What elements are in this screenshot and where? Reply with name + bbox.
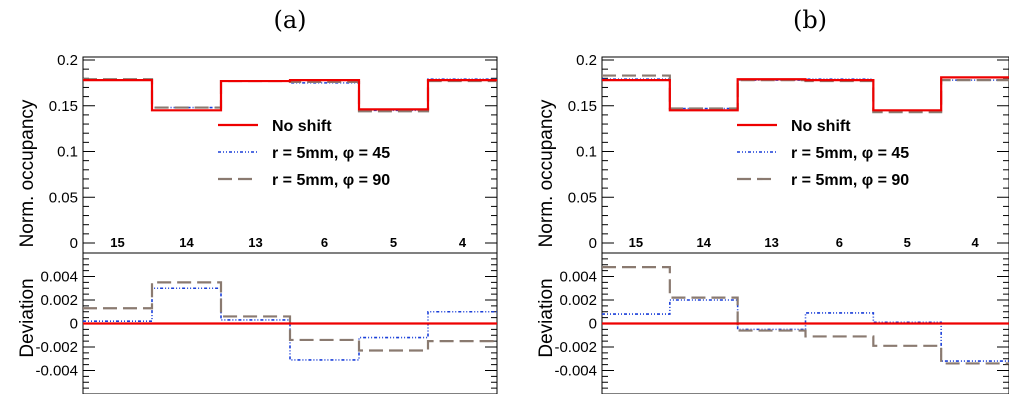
y-axis-title-upper: Norm. occupancy — [536, 99, 557, 247]
category-label: 5 — [390, 235, 397, 250]
y-tick-label-lower: 0.002 — [559, 292, 597, 309]
y-tick-label-lower: 0 — [589, 316, 597, 333]
y-tick-label-upper: 0 — [589, 235, 597, 252]
series-line-upper-phi45 — [602, 78, 1009, 112]
y-tick-label-upper: 0.15 — [49, 98, 78, 115]
series-line-upper-no-shift — [602, 76, 1009, 112]
series-line-upper-phi45 — [83, 78, 497, 112]
category-label: 13 — [764, 235, 778, 250]
y-tick-label-lower: -0.002 — [35, 339, 78, 356]
y-tick-label-lower: -0.002 — [554, 339, 597, 356]
series-line-lower-phi90 — [83, 281, 497, 352]
category-label: 14 — [697, 235, 712, 250]
category-label: 14 — [179, 235, 194, 250]
category-label: 4 — [459, 235, 467, 250]
legend-label-phi45: r = 5mm, φ = 45 — [272, 145, 390, 162]
panel-label-a: (a) — [273, 6, 306, 34]
panel-label-b: (b) — [793, 6, 827, 34]
series-line-upper-no-shift — [83, 79, 497, 112]
legend-label-no-shift: No shift — [791, 118, 851, 135]
y-tick-label-lower: -0.004 — [554, 363, 597, 380]
y-tick-label-upper: 0 — [70, 235, 78, 252]
y-tick-label-upper: 0.15 — [568, 98, 597, 115]
legend-label-phi45: r = 5mm, φ = 45 — [791, 145, 909, 162]
y-tick-label-upper: 0.1 — [576, 144, 597, 161]
legend-label-phi90: r = 5mm, φ = 90 — [272, 172, 390, 189]
panel-a: 0 0.05 0.1 0.15 0.2 Norm. occupancy 15 14 13 6 5 4 N… — [17, 52, 498, 394]
series-line-lower-phi90 — [602, 266, 1009, 365]
y-tick-label-upper: 0.05 — [568, 189, 597, 206]
y-tick-label-lower: 0.002 — [40, 292, 78, 309]
category-label: 6 — [836, 235, 843, 250]
category-label: 13 — [248, 235, 262, 250]
panel-b: 0 0.05 0.1 0.15 0.2 Norm. occupancy 15 14 13 6 5 4 N… — [536, 52, 1009, 394]
category-label: 6 — [321, 235, 328, 250]
series-line-upper-phi90 — [83, 78, 497, 113]
y-tick-label-upper: 0.05 — [49, 189, 78, 206]
category-label: 15 — [110, 235, 124, 250]
category-label: 4 — [971, 235, 979, 250]
y-tick-label-lower: 0.004 — [40, 269, 78, 286]
y-tick-label-lower: -0.004 — [35, 363, 78, 380]
y-tick-label-upper: 0.1 — [57, 144, 78, 161]
legend-label-phi90: r = 5mm, φ = 90 — [791, 172, 909, 189]
y-tick-label-upper: 0.2 — [576, 52, 597, 69]
y-tick-label-lower: 0 — [70, 316, 78, 333]
y-axis-title-lower: Deviation — [17, 278, 38, 357]
legend-label-no-shift: No shift — [272, 118, 332, 135]
category-label: 15 — [629, 235, 643, 250]
y-tick-label-upper: 0.2 — [57, 52, 78, 69]
y-tick-label-lower: 0.004 — [559, 269, 597, 286]
y-axis-title-lower: Deviation — [536, 278, 557, 357]
category-label: 5 — [904, 235, 911, 250]
y-axis-title-upper: Norm. occupancy — [17, 99, 38, 247]
series-line-lower-phi45 — [602, 299, 1009, 362]
